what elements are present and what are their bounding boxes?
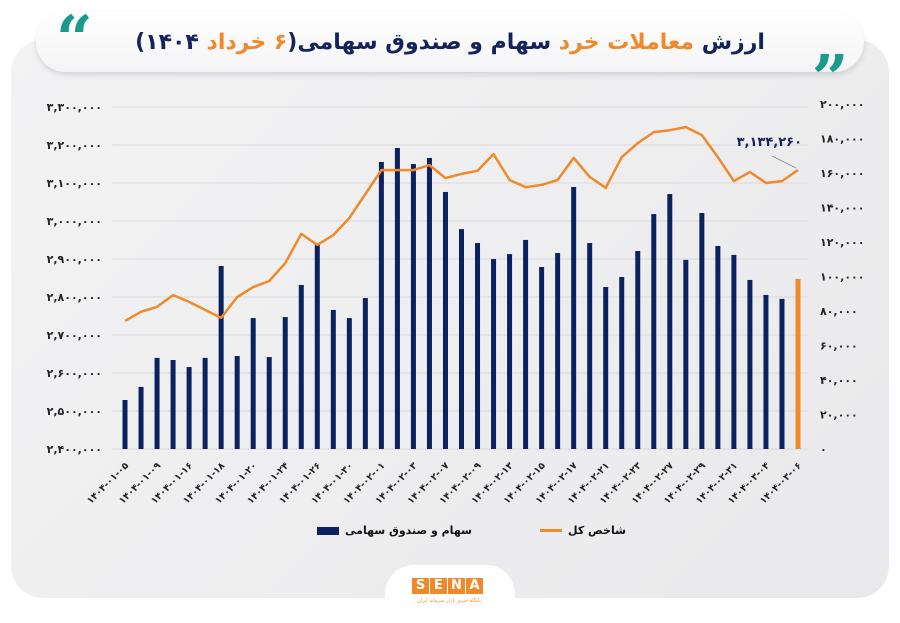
bar <box>475 243 481 449</box>
bar <box>619 277 625 449</box>
bar <box>298 284 304 449</box>
title-highlight-2: ۶ خرداد <box>206 29 288 55</box>
left-axis-tick: ۳,۱۰۰,۰۰۰ <box>47 177 102 190</box>
bar <box>218 265 224 449</box>
bar <box>587 243 593 449</box>
legend-line-label: شاخص کل <box>568 524 626 537</box>
bar <box>250 318 256 449</box>
annotation-leader <box>771 155 797 169</box>
bar <box>442 191 448 449</box>
right-axis-tick: ۱۴۰,۰۰۰ <box>820 202 864 215</box>
bar <box>282 317 288 449</box>
logo-letter: N <box>448 578 465 594</box>
title-part-3: ۱۴۰۴) <box>135 29 207 55</box>
legend-line: شاخص کل <box>540 524 626 537</box>
bar <box>683 259 689 449</box>
left-axis-tick: ۲,۹۰۰,۰۰۰ <box>47 253 102 266</box>
logo-letter: S <box>412 578 429 594</box>
bar <box>154 357 160 449</box>
bar <box>362 298 368 449</box>
title-part-1: ارزش <box>694 29 765 55</box>
right-axis-tick: ۸۰,۰۰۰ <box>820 305 858 318</box>
bar <box>459 229 464 449</box>
bar <box>491 259 497 449</box>
index-line <box>124 125 799 322</box>
bar <box>747 279 753 449</box>
logo-subtitle: پایگاه خبری بازار سرمایه ایران <box>417 598 481 604</box>
left-axis-tick: ۲,۴۰۰,۰۰۰ <box>47 443 102 456</box>
bar <box>699 213 705 449</box>
logo-container <box>385 565 515 623</box>
left-axis-tick: ۳,۲۰۰,۰۰۰ <box>47 139 102 152</box>
right-axis-tick: ۱۶۰,۰۰۰ <box>820 167 864 180</box>
legend-bar-label: سهام و صندوق سهامی <box>345 524 472 537</box>
bar <box>731 254 737 449</box>
legend-bar-swatch <box>317 526 339 535</box>
bar <box>507 254 513 449</box>
sena-logo: S E N A <box>412 578 483 594</box>
last-value-annotation: ۳,۱۳۴,۲۶۰ <box>737 135 802 150</box>
bar <box>523 239 529 449</box>
right-axis-tick: ۴۰,۰۰۰ <box>820 374 858 387</box>
right-axis-tick: ۱۸۰,۰۰۰ <box>820 133 864 146</box>
bar <box>555 253 561 449</box>
quote-open-icon: “ <box>56 2 93 77</box>
bar <box>651 214 657 449</box>
legend-bar: سهام و صندوق سهامی <box>317 524 472 537</box>
right-axis-tick: ۲۰,۰۰۰ <box>820 409 858 422</box>
bar <box>346 318 352 449</box>
bar <box>715 245 721 449</box>
bar <box>234 356 240 449</box>
right-axis-tick: ۱۲۰,۰۰۰ <box>820 236 864 249</box>
title-part-2: سهام و صندوق سهامی( <box>287 29 559 55</box>
bar <box>763 294 769 449</box>
bar <box>394 147 400 450</box>
bar <box>186 367 192 449</box>
bar <box>138 386 144 449</box>
bar <box>266 357 272 449</box>
bar <box>314 244 320 449</box>
bar <box>635 250 641 449</box>
bar <box>202 357 208 449</box>
logo-letter: A <box>466 578 483 594</box>
bar <box>603 287 609 449</box>
right-axis-tick: ۱۰۰,۰۰۰ <box>820 271 864 284</box>
right-axis-tick: ۶۰,۰۰۰ <box>820 340 858 353</box>
bar <box>571 186 577 449</box>
title-highlight-1: معاملات خرد <box>558 29 695 55</box>
bar <box>378 161 384 449</box>
bar <box>667 194 673 449</box>
bar <box>426 157 432 449</box>
bar <box>170 359 176 449</box>
right-axis-tick: ۲۰۰,۰۰۰ <box>820 98 864 111</box>
page-title: ارزش معاملات خرد سهام و صندوق سهامی(۶ خر… <box>135 30 765 55</box>
right-axis-tick: ۰ <box>820 443 827 456</box>
left-axis-tick: ۲,۶۰۰,۰۰۰ <box>47 367 102 380</box>
left-axis-tick: ۲,۵۰۰,۰۰۰ <box>47 405 102 418</box>
bar <box>779 298 785 449</box>
bar <box>539 267 545 449</box>
title-banner: ارزش معاملات خرد سهام و صندوق سهامی(۶ خر… <box>36 12 864 72</box>
left-axis-tick: ۲,۸۰۰,۰۰۰ <box>47 291 102 304</box>
bar <box>410 164 416 449</box>
bar <box>330 309 336 449</box>
left-axis-tick: ۳,۰۰۰,۰۰۰ <box>47 215 102 228</box>
left-axis-tick: ۲,۷۰۰,۰۰۰ <box>47 329 102 342</box>
logo-letter: E <box>430 578 447 594</box>
bar <box>795 278 801 449</box>
bar <box>122 400 128 449</box>
legend-line-swatch <box>540 529 562 532</box>
chart-card <box>11 40 889 598</box>
left-axis-tick: ۳,۳۰۰,۰۰۰ <box>47 101 102 114</box>
